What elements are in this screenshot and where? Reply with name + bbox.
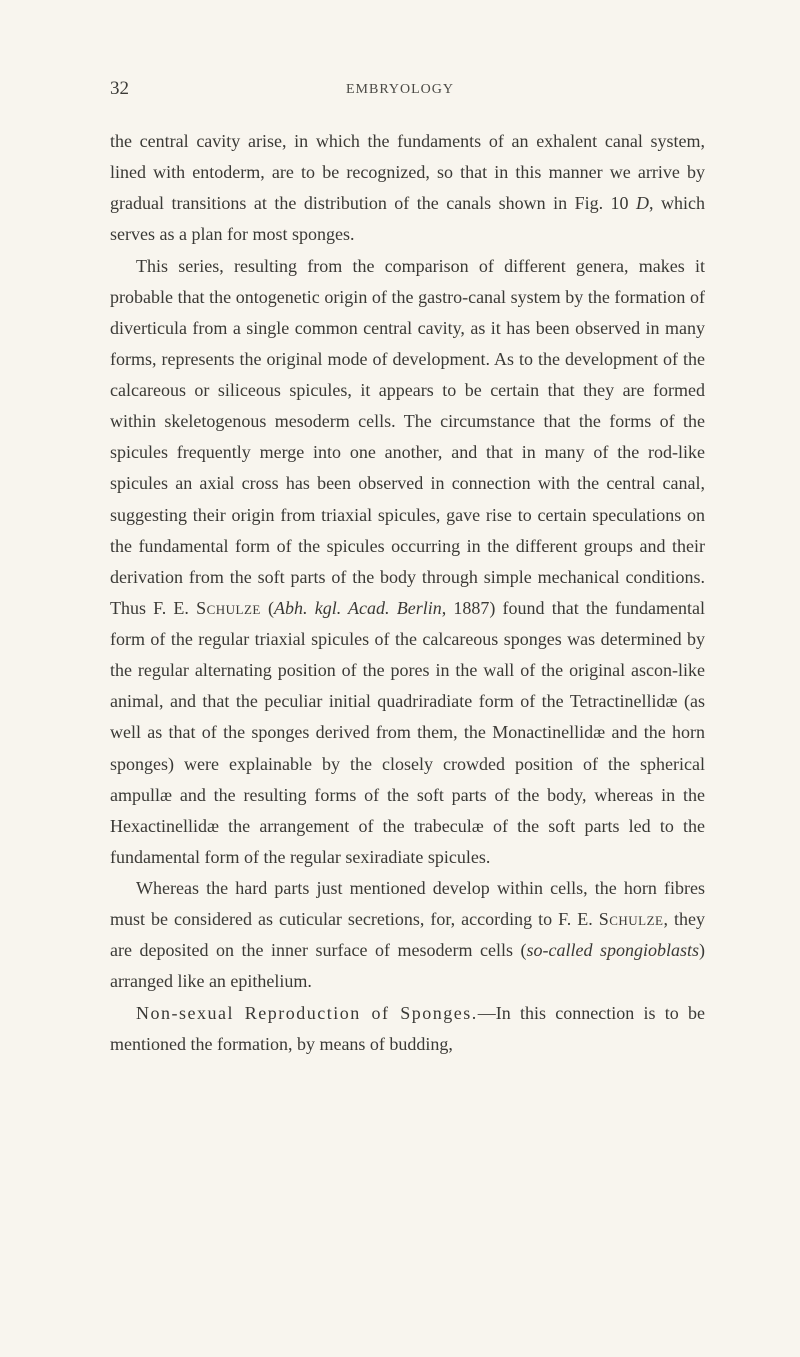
section-heading: Non-sexual Reproduction of Sponges. (136, 1003, 478, 1023)
smallcaps-text: Schulze (196, 598, 261, 618)
text: the central cavity arise, in which the f… (110, 131, 705, 213)
italic-text: Abh. kgl. Acad. Berlin (274, 598, 442, 618)
paragraph-4: Non-sexual Reproduction of Sponges.—In t… (110, 998, 705, 1060)
italic-text: so-called spongioblasts (526, 940, 699, 960)
running-header: EMBRYOLOGY (0, 82, 800, 98)
smallcaps-text: Schulze (599, 909, 664, 929)
text: This series, resulting from the comparis… (110, 256, 705, 618)
italic-text: D (636, 193, 649, 213)
paragraph-2: This series, resulting from the comparis… (110, 251, 705, 874)
paragraph-1: the central cavity arise, in which the f… (110, 126, 705, 251)
text: , 1887) found that the fundamental form … (110, 598, 705, 867)
text: ( (261, 598, 274, 618)
paragraph-3: Whereas the hard parts just mentioned de… (110, 873, 705, 998)
body-text: the central cavity arise, in which the f… (110, 126, 705, 1060)
